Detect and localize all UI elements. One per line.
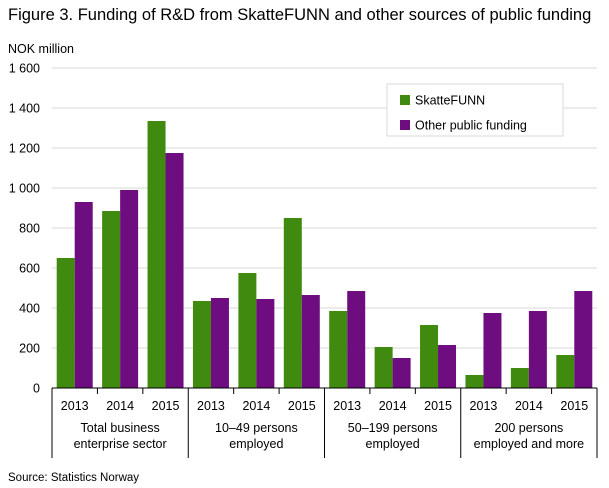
bar-other-public-funding (392, 358, 411, 388)
x-tick-label: 2013 (333, 399, 361, 413)
bar-skattefunn (238, 273, 257, 388)
group-label: 10–49 persons (215, 421, 298, 435)
bar-other-public-funding (347, 291, 366, 388)
group-label: enterprise sector (74, 437, 167, 451)
x-tick-label: 2014 (379, 399, 407, 413)
bar-skattefunn (465, 375, 484, 388)
y-tick-label: 800 (19, 222, 40, 236)
bar-other-public-funding (528, 311, 547, 388)
y-tick-label: 200 (19, 342, 40, 356)
chart-title: Figure 3. Funding of R&D from SkatteFUNN… (8, 6, 592, 24)
bar-other-public-funding (301, 295, 320, 388)
legend-label: Other public funding (415, 119, 527, 133)
x-tick-label: 2015 (152, 399, 180, 413)
bar-other-public-funding (165, 153, 184, 388)
bar-skattefunn (329, 311, 348, 388)
bar-skattefunn (283, 218, 302, 388)
source-note: Source: Statistics Norway (8, 472, 140, 484)
bar-other-public-funding (74, 202, 93, 388)
group-label: employed (366, 437, 420, 451)
x-tick-label: 2014 (515, 399, 543, 413)
x-tick-label: 2015 (288, 399, 316, 413)
legend-box (386, 83, 564, 137)
x-tick-label: 2013 (61, 399, 89, 413)
bar-other-public-funding (483, 313, 502, 388)
bar-other-public-funding (438, 345, 457, 388)
y-tick-label: 1 400 (9, 102, 40, 116)
group-label: employed (229, 437, 283, 451)
y-tick-label: 1 600 (9, 62, 40, 76)
bar-other-public-funding (256, 299, 275, 388)
y-tick-label: 0 (33, 382, 40, 396)
x-tick-label: 2014 (242, 399, 270, 413)
bar-other-public-funding (120, 190, 139, 388)
y-tick-label: 1 200 (9, 142, 40, 156)
bar-skattefunn (56, 258, 75, 388)
group-label: Total business (81, 421, 160, 435)
y-tick-label: 1 000 (9, 182, 40, 196)
bar-skattefunn (102, 211, 121, 388)
y-tick-label: 600 (19, 262, 40, 276)
legend-swatch (400, 95, 410, 105)
x-tick-label: 2014 (106, 399, 134, 413)
x-tick-label: 2015 (560, 399, 588, 413)
y-axis-label: NOK million (8, 42, 74, 56)
bar-skattefunn (147, 121, 166, 388)
bar-other-public-funding (210, 298, 229, 388)
group-label: 50–199 persons (348, 421, 438, 435)
x-tick-label: 2015 (424, 399, 452, 413)
group-label: employed and more (474, 437, 585, 451)
bar-skattefunn (556, 355, 575, 388)
group-label: 200 persons (494, 421, 563, 435)
bar-skattefunn (420, 325, 439, 388)
legend-label: SkatteFUNN (415, 94, 485, 108)
x-tick-label: 2013 (470, 399, 498, 413)
y-tick-label: 400 (19, 302, 40, 316)
bar-skattefunn (510, 368, 529, 388)
x-tick-label: 2013 (197, 399, 225, 413)
bar-skattefunn (192, 301, 211, 388)
legend-swatch (400, 120, 410, 130)
bar-other-public-funding (574, 291, 593, 388)
bar-skattefunn (374, 347, 393, 388)
